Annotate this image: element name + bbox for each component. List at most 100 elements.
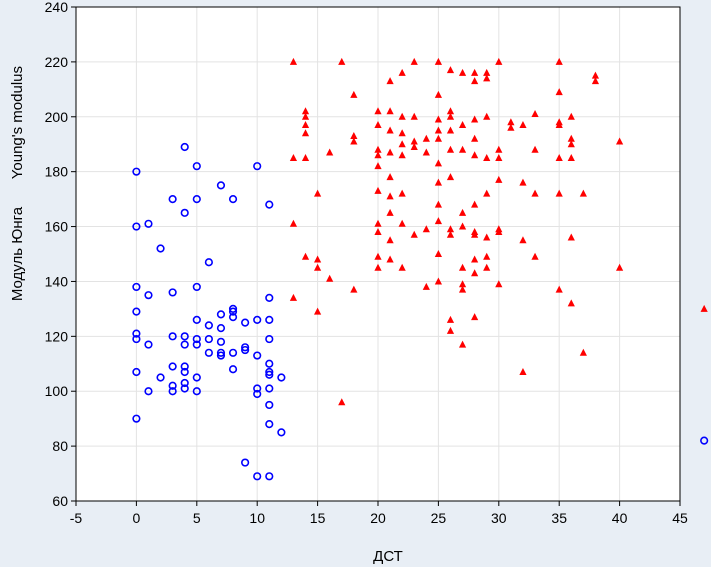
data-point-triangle	[555, 57, 563, 65]
data-point-triangle	[434, 250, 442, 257]
y-tick-label: 160	[45, 219, 69, 235]
data-point-triangle	[289, 293, 298, 301]
data-point-circle	[204, 258, 213, 267]
data-point-circle	[216, 324, 226, 333]
data-point-circle	[265, 200, 274, 209]
data-point-triangle	[386, 173, 394, 181]
data-point-triangle	[458, 222, 467, 230]
data-point-triangle	[495, 228, 503, 236]
data-point-triangle	[446, 126, 455, 134]
data-point-circle	[216, 310, 226, 319]
data-point-triangle	[579, 348, 587, 356]
data-point-triangle	[567, 233, 575, 241]
data-point-circle	[144, 219, 153, 228]
data-point-circle	[204, 321, 213, 330]
data-point-circle	[168, 387, 177, 396]
data-point-triangle	[483, 112, 491, 120]
data-point-triangle	[471, 134, 479, 142]
data-point-triangle	[458, 208, 467, 216]
data-point-triangle	[446, 145, 455, 153]
data-point-triangle	[567, 140, 575, 148]
data-point-triangle	[495, 57, 503, 65]
data-point-circle	[132, 282, 141, 292]
x-tick-label: 10	[249, 510, 265, 526]
data-point-triangle	[338, 398, 346, 406]
data-point-circle	[228, 304, 238, 313]
data-point-circle	[253, 162, 262, 171]
data-point-triangle	[398, 189, 406, 197]
data-point-triangle	[434, 178, 442, 186]
data-point-circle	[180, 340, 189, 349]
data-point-triangle	[567, 299, 575, 307]
data-point-triangle	[301, 107, 310, 115]
data-point-triangle	[301, 129, 310, 137]
x-tick-label: 20	[370, 510, 386, 526]
data-point-circle	[180, 362, 189, 371]
data-point-circle	[168, 332, 177, 341]
data-point-circle	[241, 458, 250, 467]
data-point-circle	[253, 384, 262, 393]
x-tick-label: 25	[431, 510, 447, 526]
data-point-triangle	[410, 137, 418, 145]
data-point-triangle	[410, 57, 418, 65]
data-point-triangle	[483, 233, 491, 241]
data-point-triangle	[326, 274, 334, 282]
data-point-circle	[228, 195, 238, 204]
data-point-triangle	[374, 252, 382, 260]
x-tick-label: 45	[672, 510, 688, 526]
data-point-triangle	[374, 145, 382, 153]
data-point-triangle	[398, 129, 406, 137]
data-point-triangle	[446, 66, 455, 74]
data-point-triangle	[350, 131, 358, 139]
data-point-triangle	[471, 269, 479, 277]
data-point-circle	[192, 315, 201, 324]
data-point-triangle	[434, 57, 442, 65]
data-point-triangle	[531, 110, 539, 118]
data-point-triangle	[410, 142, 418, 150]
data-point-triangle	[555, 88, 563, 96]
data-point-triangle	[374, 219, 382, 227]
data-point-triangle	[386, 255, 394, 263]
data-point-circle	[241, 345, 250, 355]
data-point-triangle	[471, 200, 479, 208]
data-point-triangle	[616, 263, 624, 271]
data-point-circle	[180, 332, 189, 341]
data-point-triangle	[434, 277, 442, 285]
data-point-triangle	[519, 236, 527, 244]
data-point-circle	[144, 387, 153, 396]
data-point-triangle	[700, 304, 708, 312]
data-point-triangle	[374, 263, 382, 271]
data-point-circle	[241, 343, 250, 352]
data-point-triangle	[531, 145, 539, 153]
y-tick-label: 100	[45, 383, 69, 399]
data-point-triangle	[386, 148, 394, 156]
data-point-triangle	[446, 112, 455, 120]
data-point-triangle	[458, 121, 467, 129]
data-point-circle	[265, 293, 274, 303]
data-point-circle	[265, 367, 274, 377]
data-point-triangle	[471, 313, 479, 321]
data-point-circle	[156, 244, 165, 253]
data-point-circle	[700, 436, 709, 445]
data-point-triangle	[458, 263, 467, 271]
x-tick-label: 30	[491, 510, 507, 526]
data-point-triangle	[531, 189, 539, 197]
data-point-triangle	[374, 151, 382, 159]
x-axis-title: ДСТ	[373, 548, 403, 565]
data-point-circle	[168, 195, 177, 204]
data-point-triangle	[555, 285, 563, 293]
data-point-triangle	[398, 151, 406, 159]
y-tick-label: 60	[52, 493, 68, 509]
y-tick-label: 200	[45, 109, 69, 125]
data-point-circle	[253, 351, 262, 360]
data-point-triangle	[374, 107, 382, 115]
data-point-triangle	[483, 74, 491, 82]
data-point-triangle	[386, 236, 394, 244]
data-point-circle	[132, 329, 141, 338]
data-point-triangle	[301, 121, 310, 129]
data-point-circle	[144, 291, 153, 300]
data-point-triangle	[301, 112, 310, 120]
data-point-circle	[144, 340, 153, 349]
data-point-circle	[265, 400, 274, 410]
data-point-triangle	[289, 219, 298, 227]
